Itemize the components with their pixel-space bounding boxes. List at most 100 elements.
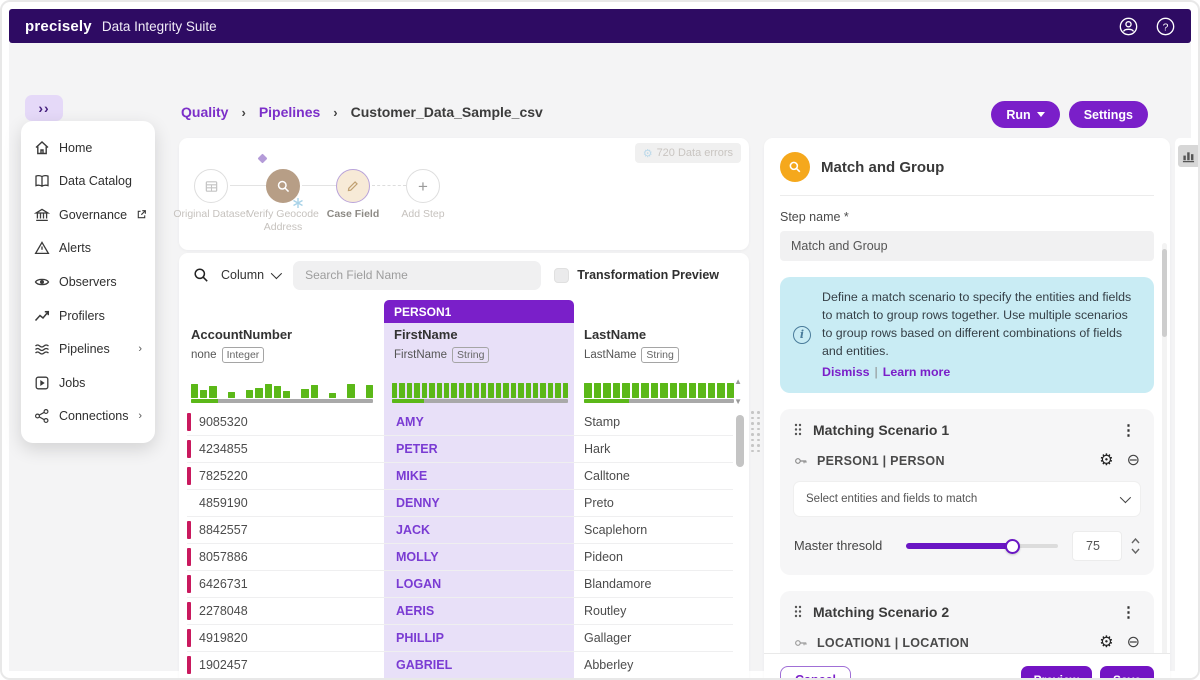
cell-lastname: Pideon <box>584 550 623 564</box>
threshold-input[interactable] <box>1072 530 1122 561</box>
cell-lastname: Routley <box>584 604 627 618</box>
cancel-button[interactable]: Cancel <box>780 665 851 678</box>
scroll-down-arrow[interactable]: ▼ <box>734 397 742 406</box>
step-original-dataset[interactable] <box>194 169 228 203</box>
add-step-button[interactable]: + <box>406 169 440 203</box>
breadcrumb-pipelines[interactable]: Pipelines <box>258 104 321 120</box>
column-histogram-firstname <box>392 383 569 405</box>
gear-icon[interactable]: ⚙ <box>1099 633 1114 651</box>
table-row[interactable]: 2278048 AERIS Routley <box>187 598 733 625</box>
cell-firstname: LOGAN <box>396 577 442 591</box>
panel-resize-handle[interactable] <box>751 411 760 452</box>
vertical-scrollbar[interactable] <box>736 415 744 467</box>
preview-button[interactable]: Preview <box>1020 665 1092 678</box>
column-header-lastname[interactable]: LastName LastName String <box>584 327 734 379</box>
error-gear-icon: ⚙ <box>642 147 653 160</box>
entities-fields-select[interactable]: Select entities and fields to match <box>794 481 1140 516</box>
threshold-slider[interactable] <box>906 538 1058 554</box>
data-errors-badge[interactable]: ⚙ 720 Data errors <box>634 143 741 163</box>
play-icon <box>35 376 49 390</box>
table-row[interactable]: 4234855 PETER Hark <box>187 436 733 463</box>
column-select[interactable]: Column <box>221 267 283 282</box>
save-button[interactable]: Save <box>1099 665 1154 678</box>
table-row[interactable]: 1902457 GABRIEL Abberley <box>187 652 733 678</box>
key-icon <box>795 458 807 464</box>
sidebar-item-profilers[interactable]: Profilers <box>21 300 155 332</box>
book-icon <box>35 175 49 188</box>
drag-handle-icon[interactable] <box>794 423 802 436</box>
product-name: Data Integrity Suite <box>101 18 217 34</box>
step-verify-geocode-address[interactable] <box>266 169 300 203</box>
table-row[interactable]: 8842557 JACK Scaplehorn <box>187 517 733 544</box>
cell-lastname: Blandamore <box>584 577 652 591</box>
eye-icon <box>34 278 50 286</box>
table-row[interactable]: 8057886 MOLLY Pideon <box>187 544 733 571</box>
dismiss-link[interactable]: Dismiss <box>822 364 870 379</box>
top-bar: precisely Data Integrity Suite ? <box>9 9 1191 43</box>
sidebar-item-home[interactable]: Home <box>21 132 155 164</box>
cell-accountnumber: 4234855 <box>187 436 384 462</box>
slider-handle[interactable] <box>1005 538 1021 554</box>
panel-scrollbar[interactable] <box>1162 243 1167 658</box>
scroll-up-arrow[interactable]: ▲ <box>734 377 742 386</box>
column-header-firstname[interactable]: FirstName FirstName String <box>394 327 570 379</box>
match-step-icon <box>780 152 810 182</box>
learn-more-link[interactable]: Learn more <box>882 364 951 379</box>
sidebar-item-connections[interactable]: Connections › <box>21 400 155 432</box>
column-header-accountnumber[interactable]: AccountNumber none Integer <box>191 327 293 363</box>
checkbox-icon[interactable] <box>554 267 570 283</box>
entity-group-banner[interactable]: PERSON1 <box>384 300 574 323</box>
table-row[interactable]: 4859190 DENNY Preto <box>187 490 733 517</box>
sidebar-item-observers[interactable]: Observers <box>21 266 155 298</box>
panel-title: Match and Group <box>821 158 945 176</box>
profile-chart-button[interactable] <box>1177 145 1198 167</box>
panel-header: Match and Group <box>780 152 1154 182</box>
step-case-field[interactable] <box>336 169 370 203</box>
grid-rows: 9085320 AMY Stamp 4234855 PETER Hark 7825220 MI… <box>187 409 733 678</box>
sidebar-item-jobs[interactable]: Jobs <box>21 367 155 399</box>
bank-icon <box>34 208 50 221</box>
sidebar-item-pipelines[interactable]: Pipelines › <box>21 333 155 365</box>
account-icon[interactable] <box>1119 17 1138 36</box>
sidebar-item-alerts[interactable]: Alerts <box>21 232 155 264</box>
stepper-down-icon[interactable] <box>1131 548 1140 554</box>
breadcrumb-separator: › <box>241 104 246 120</box>
cell-accountnumber: 8057886 <box>187 544 384 570</box>
cell-firstname: GABRIEL <box>396 658 453 672</box>
cell-lastname: Gallager <box>584 631 632 645</box>
cell-accountnumber: 1902457 <box>187 652 384 678</box>
cell-accountnumber: 4859190 <box>199 496 248 510</box>
step-label: Add Step <box>401 208 445 220</box>
table-row[interactable]: 7825220 MIKE Calltone <box>187 463 733 490</box>
sidebar-expand-button[interactable]: ›› <box>25 95 63 121</box>
settings-button[interactable]: Settings <box>1068 101 1148 128</box>
step-name-input[interactable] <box>780 231 1154 261</box>
search-field-input[interactable] <box>293 260 542 290</box>
kebab-menu-icon[interactable]: ⋮ <box>1121 421 1136 439</box>
cell-accountnumber: 6426731 <box>187 571 384 597</box>
drag-handle-icon[interactable] <box>794 605 802 618</box>
sidebar-item-data-catalog[interactable]: Data Catalog <box>21 165 155 197</box>
gear-icon[interactable]: ⚙ <box>1099 451 1114 469</box>
breadcrumb-quality[interactable]: Quality <box>181 104 229 120</box>
cell-accountnumber: 8842557 <box>187 517 384 543</box>
info-banner: i Define a match scenario to specify the… <box>780 277 1154 393</box>
chevron-down-icon <box>1119 491 1132 504</box>
table-row[interactable]: 4919820 PHILLIP Gallager <box>187 625 733 652</box>
grid-toolbar: Column Transformation Preview <box>179 253 749 297</box>
remove-icon[interactable]: ⊖ <box>1126 633 1140 651</box>
help-icon[interactable]: ? <box>1156 17 1175 36</box>
step-label: Original Dataset <box>173 208 249 220</box>
search-icon <box>194 268 208 282</box>
panel-scrollbar-thumb[interactable] <box>1162 249 1167 337</box>
run-button[interactable]: Run <box>991 101 1060 128</box>
stepper-up-icon[interactable] <box>1131 537 1140 544</box>
remove-icon[interactable]: ⊖ <box>1126 451 1140 469</box>
sidebar-item-governance[interactable]: Governance <box>21 199 155 231</box>
transformation-preview-toggle[interactable]: Transformation Preview <box>554 267 719 283</box>
table-row[interactable]: 6426731 LOGAN Blandamore <box>187 571 733 598</box>
magnifier-icon <box>789 161 801 173</box>
matching-scenario-1-card: Matching Scenario 1 ⋮ PERSON1 | PERSON ⚙… <box>780 408 1154 575</box>
kebab-menu-icon[interactable]: ⋮ <box>1121 603 1136 621</box>
table-row[interactable]: 9085320 AMY Stamp <box>187 409 733 436</box>
